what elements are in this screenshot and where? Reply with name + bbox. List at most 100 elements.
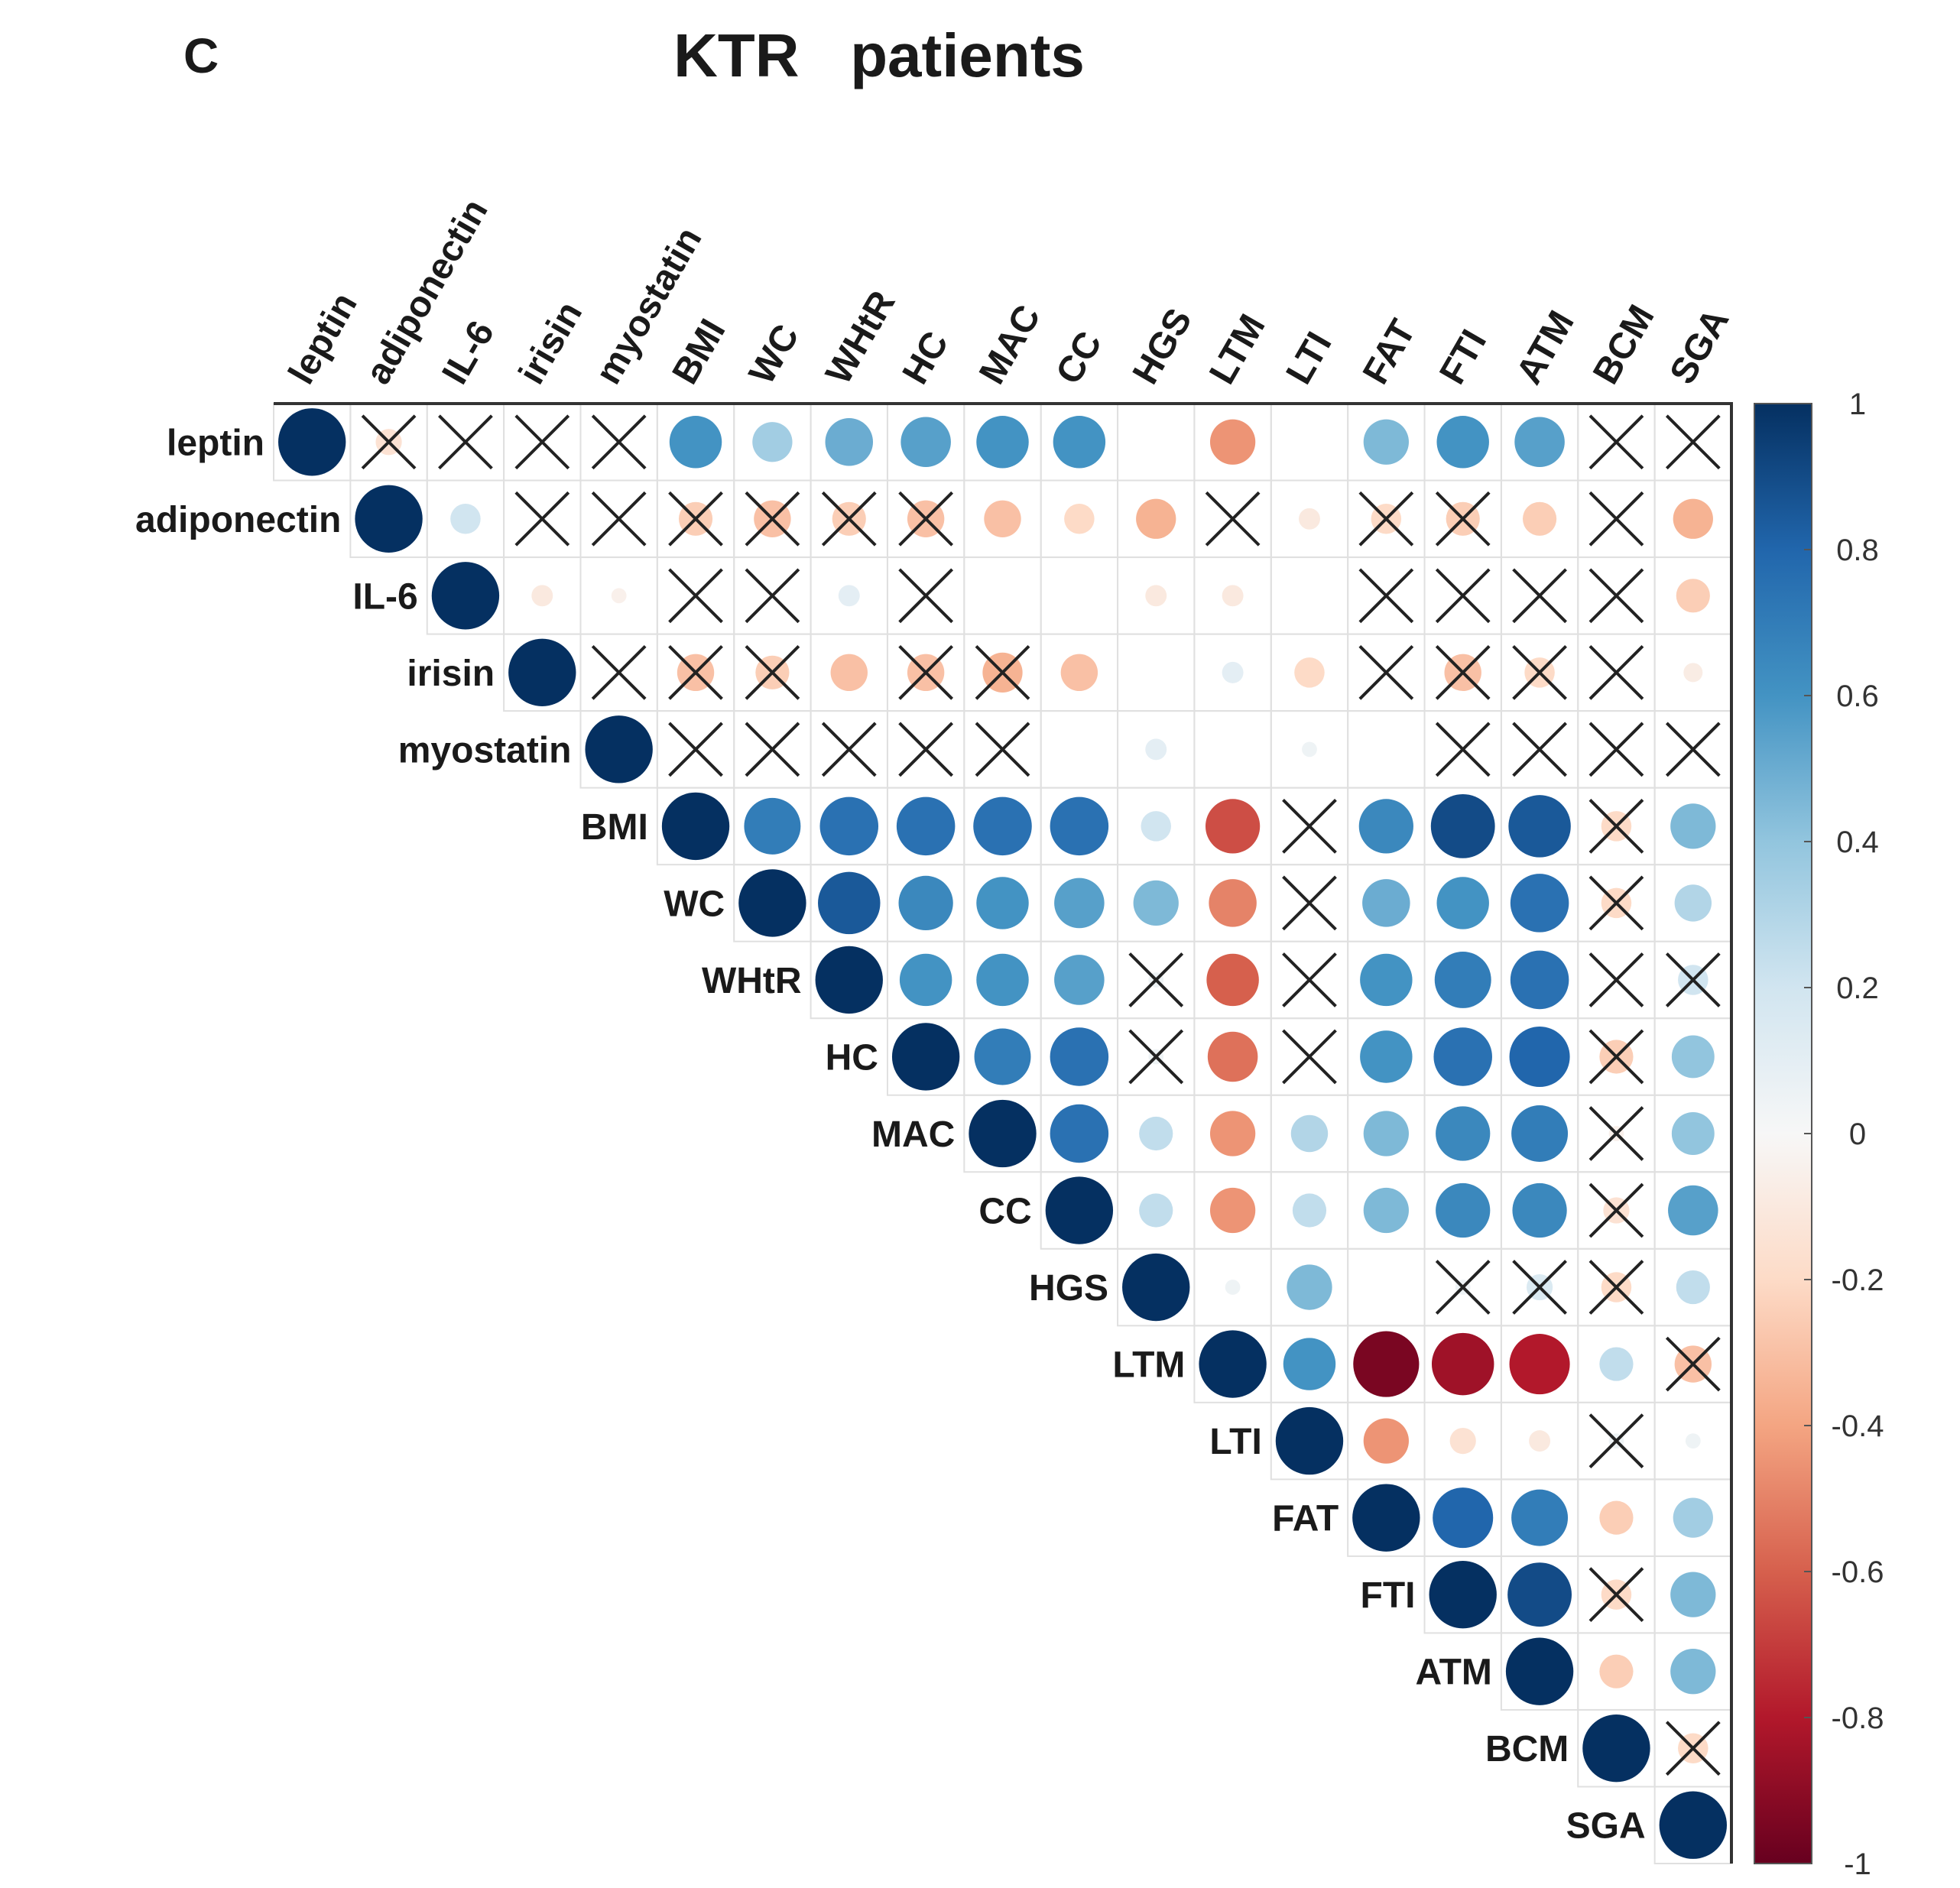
non-significant-cross-HC-LTI <box>1282 1029 1337 1085</box>
row-label-SGA: SGA <box>1566 1806 1646 1847</box>
correlation-circle-IL-6-SGA <box>1676 579 1710 613</box>
correlation-circle-LTM-BCM <box>1599 1347 1634 1381</box>
correlation-circle-CC-HGS <box>1139 1193 1173 1228</box>
correlation-circle-irisin-CC <box>1060 654 1098 692</box>
row-label-LTM: LTM <box>1112 1345 1185 1386</box>
non-significant-cross-adiponectin-WHtR <box>821 491 877 547</box>
correlation-circle-WHtR-MAC <box>976 953 1029 1007</box>
row-label-WHtR: WHtR <box>702 961 802 1001</box>
row-label-irisin: irisin <box>407 654 495 694</box>
correlation-circle-irisin-WHtR <box>830 654 868 692</box>
correlation-circle-irisin-LTI <box>1294 657 1325 688</box>
correlation-circle-BMI-FTI <box>1430 793 1495 858</box>
correlation-circle-IL-6-irisin <box>531 585 553 607</box>
correlation-circle-leptin-CC <box>1053 416 1106 469</box>
non-significant-cross-IL-6-FAT <box>1358 568 1414 624</box>
correlation-circle-CC-CC <box>1045 1176 1114 1244</box>
correlation-circle-adiponectin-LTI <box>1299 508 1320 530</box>
correlation-circle-CC-LTI <box>1292 1193 1327 1228</box>
correlation-circle-WC-WC <box>738 869 806 937</box>
correlation-circle-FTI-FTI <box>1429 1560 1497 1629</box>
correlation-circle-HC-HC <box>891 1023 960 1091</box>
correlation-circle-HC-SGA <box>1671 1035 1715 1079</box>
non-significant-cross-leptin-myostatin <box>591 414 647 470</box>
correlation-circle-MAC-FTI <box>1436 1106 1491 1161</box>
row-label-ATM: ATM <box>1415 1653 1491 1693</box>
correlation-circle-ATM-BCM <box>1599 1654 1634 1688</box>
correlation-circle-LTM-LTI <box>1283 1338 1336 1390</box>
correlation-circle-BMI-MAC <box>973 796 1032 856</box>
non-significant-cross-MAC-BCM <box>1588 1106 1644 1161</box>
non-significant-cross-myostatin-SGA <box>1665 722 1721 777</box>
non-significant-cross-IL-6-ATM <box>1512 568 1567 624</box>
correlation-circle-myostatin-HGS <box>1145 738 1167 761</box>
grid-cell <box>1347 710 1426 789</box>
correlation-circle-ATM-SGA <box>1670 1649 1716 1695</box>
correlation-circle-HC-CC <box>1050 1027 1109 1086</box>
correlation-circle-MAC-ATM <box>1511 1105 1569 1162</box>
correlation-circle-FAT-FAT <box>1352 1484 1420 1552</box>
correlation-circle-BMI-WC <box>744 797 801 855</box>
colorbar-tick-label: -0.6 <box>1832 1555 1884 1589</box>
correlation-circle-BMI-BMI <box>661 792 730 861</box>
correlation-circle-leptin-MAC <box>976 416 1029 469</box>
non-significant-cross-myostatin-BMI <box>668 722 723 777</box>
correlation-circle-FAT-ATM <box>1511 1489 1569 1546</box>
correlation-circle-leptin-HC <box>900 417 951 468</box>
col-label-LTI: LTI <box>1279 326 1340 391</box>
correlation-circle-adiponectin-CC <box>1064 504 1095 534</box>
correlation-circle-BCM-BCM <box>1582 1714 1650 1783</box>
correlation-circle-HC-MAC <box>974 1028 1031 1085</box>
correlation-circle-WHtR-FTI <box>1434 951 1491 1008</box>
correlation-circle-IL-6-myostatin <box>611 588 627 604</box>
correlation-circle-WC-HGS <box>1133 880 1179 926</box>
correlation-circle-LTI-ATM <box>1529 1430 1551 1452</box>
col-label-HGS: HGS <box>1125 302 1200 391</box>
non-significant-cross-adiponectin-FTI <box>1435 491 1491 547</box>
grid-cell <box>1040 710 1119 789</box>
colorbar-gradient <box>1754 403 1812 1864</box>
col-label-IL-6: IL-6 <box>435 314 503 391</box>
correlation-circle-BMI-WHtR <box>819 796 879 856</box>
colorbar-tick-label: -1 <box>1844 1847 1871 1881</box>
correlation-circle-irisin-SGA <box>1683 663 1703 683</box>
correlation-circle-WC-FTI <box>1436 877 1489 929</box>
col-label-leptin: leptin <box>281 286 365 391</box>
non-significant-cross-HGS-FTI <box>1435 1260 1491 1315</box>
correlation-circle-WHtR-LTM <box>1206 953 1259 1007</box>
grid-cell <box>1270 403 1349 482</box>
correlation-circle-leptin-BMI <box>669 416 722 469</box>
grid-cell <box>1193 710 1272 789</box>
correlation-circle-WHtR-WHtR <box>815 946 883 1014</box>
correlation-circle-FAT-BCM <box>1599 1500 1634 1535</box>
row-label-myostatin: myostatin <box>398 730 572 770</box>
row-label-WC: WC <box>664 884 725 924</box>
non-significant-cross-irisin-FAT <box>1358 644 1414 700</box>
correlation-circle-IL-6-IL-6 <box>431 562 500 630</box>
correlation-circle-adiponectin-SGA <box>1673 498 1713 539</box>
row-label-adiponectin: adiponectin <box>135 500 341 540</box>
correlation-circle-adiponectin-MAC <box>984 500 1021 537</box>
correlation-circle-IL-6-WHtR <box>838 585 860 607</box>
correlation-circle-MAC-LTM <box>1209 1111 1256 1156</box>
correlation-circle-WHtR-HC <box>899 953 952 1007</box>
correlation-circle-irisin-LTM <box>1222 661 1244 683</box>
correlation-circle-WC-WHtR <box>818 871 881 935</box>
correlation-circle-HC-FTI <box>1433 1027 1492 1086</box>
colorbar-tick-label: 0.4 <box>1836 826 1879 859</box>
correlation-circle-BMI-SGA <box>1670 803 1716 849</box>
grid-cell <box>963 556 1042 635</box>
correlation-circle-LTI-SGA <box>1685 1433 1701 1448</box>
correlation-circle-WC-FAT <box>1362 879 1410 927</box>
correlation-circle-FAT-SGA <box>1673 1497 1713 1538</box>
non-significant-cross-IL-6-BCM <box>1588 568 1644 624</box>
correlation-circle-MAC-LTI <box>1290 1114 1329 1153</box>
non-significant-cross-IL-6-WC <box>745 568 800 624</box>
correlation-circle-leptin-WC <box>752 422 793 462</box>
correlation-circle-adiponectin-adiponectin <box>355 485 423 553</box>
correlation-circle-BMI-HC <box>896 796 956 856</box>
non-significant-cross-HGS-ATM <box>1512 1260 1567 1315</box>
